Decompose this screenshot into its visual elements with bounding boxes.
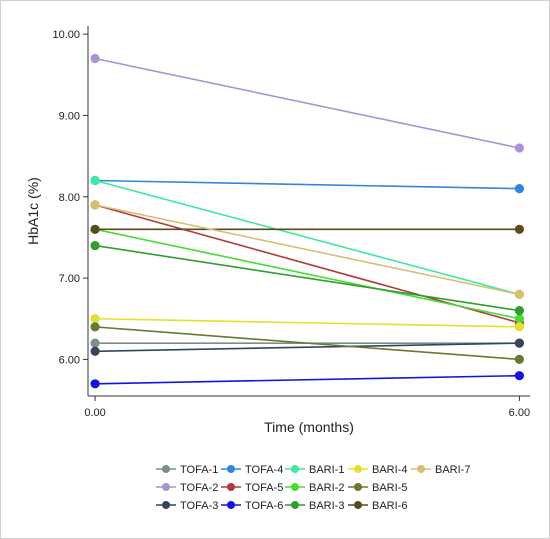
data-point-bari-5 (514, 354, 524, 365)
x-tick-label: 0.00 (84, 407, 105, 419)
legend-item-bari-2: BARI-2 (285, 482, 344, 494)
series-tofa-2 (90, 53, 524, 153)
series-bari-1 (90, 175, 524, 299)
data-point-tofa-3 (514, 338, 524, 348)
legend-label-bari-4: BARI-4 (372, 464, 407, 476)
legend-item-tofa-1: TOFA-1 (156, 464, 218, 476)
series-line-tofa-4 (95, 179, 520, 190)
legend-item-bari-7: BARI-7 (411, 464, 470, 476)
series-tofa-3 (90, 338, 524, 356)
legend-item-bari-3: BARI-3 (285, 500, 344, 512)
legend-label-bari-2: BARI-2 (309, 482, 344, 494)
y-tick-label: 7.00 (59, 273, 80, 285)
series-tofa-4 (90, 175, 524, 194)
data-point-bari-6 (90, 224, 100, 234)
series-bari-5 (90, 322, 524, 365)
y-tick-label: 6.00 (59, 354, 80, 366)
legend-item-tofa-2: TOFA-2 (156, 482, 218, 494)
legend-label-tofa-4: TOFA-4 (245, 464, 283, 476)
legend-label-bari-1: BARI-1 (309, 464, 344, 476)
y-tick-label: 8.00 (59, 192, 80, 204)
legend-label-bari-3: BARI-3 (309, 500, 344, 512)
legend-item-tofa-4: TOFA-4 (221, 464, 283, 476)
y-axis-title: HbA1c (%) (25, 177, 41, 245)
series-line-bari-2 (94, 228, 520, 320)
data-point-tofa-6 (514, 371, 524, 381)
data-point-bari-2 (514, 314, 524, 324)
legend-label-tofa-6: TOFA-6 (245, 500, 283, 512)
legend-marker-bari-2 (291, 483, 299, 491)
data-point-bari-5 (90, 322, 100, 332)
data-point-bari-4 (90, 314, 100, 324)
data-point-tofa-1 (90, 338, 100, 348)
legend-item-bari-1: BARI-1 (285, 464, 344, 476)
series-line-tofa-2 (94, 57, 520, 149)
legend-marker-tofa-5 (227, 483, 235, 491)
series-line-tofa-6 (95, 374, 520, 385)
series-bari-7 (90, 200, 524, 299)
series-line-bari-1 (94, 179, 520, 296)
data-point-bari-7 (514, 289, 524, 299)
data-point-tofa-2 (90, 53, 100, 64)
legend-marker-bari-6 (354, 501, 362, 509)
legend-label-tofa-1: TOFA-1 (180, 464, 218, 476)
y-tick-label: 10.00 (52, 29, 80, 41)
data-point-tofa-3 (90, 346, 100, 356)
series-line-bari-7 (94, 204, 520, 296)
legend-marker-tofa-3 (162, 501, 170, 509)
legend-label-tofa-5: TOFA-5 (245, 482, 283, 494)
x-ticks: 0.00 6.00 (84, 396, 530, 419)
legend-label-tofa-2: TOFA-2 (180, 482, 218, 494)
legend-marker-bari-5 (354, 483, 362, 491)
series-bari-2 (90, 224, 524, 324)
series-tofa-6 (90, 371, 524, 389)
legend: TOFA-1 TOFA-2 TOFA-3 TOFA-4 TOFA-5 TOFA-6 BARI… (156, 464, 470, 512)
data-point-bari-3 (514, 306, 524, 316)
legend-item-tofa-3: TOFA-3 (156, 500, 218, 512)
series-bari-3 (90, 240, 524, 316)
legend-marker-tofa-1 (162, 465, 170, 473)
legend-label-bari-5: BARI-5 (372, 482, 407, 494)
data-point-tofa-2 (514, 143, 524, 153)
data-point-bari-6 (514, 224, 524, 234)
legend-marker-tofa-6 (227, 501, 235, 509)
axes (87, 26, 530, 397)
legend-item-tofa-5: TOFA-5 (221, 482, 283, 494)
legend-marker-tofa-4 (227, 465, 235, 473)
legend-label-bari-6: BARI-6 (372, 500, 407, 512)
legend-item-tofa-6: TOFA-6 (221, 500, 283, 512)
series-line-tofa-3 (95, 342, 520, 353)
series-line-bari-4 (95, 317, 520, 328)
series-line-bari-3 (94, 244, 520, 312)
legend-item-bari-5: BARI-5 (348, 482, 407, 494)
data-point-bari-3 (90, 240, 100, 251)
x-axis-title: Time (months) (264, 419, 354, 435)
legend-label-bari-7: BARI-7 (435, 464, 470, 476)
series-tofa-5 (90, 200, 524, 328)
data-point-bari-4 (514, 322, 524, 332)
data-point-bari-7 (90, 200, 100, 210)
series-bari-6 (90, 224, 524, 234)
series-line-bari-5 (95, 326, 520, 361)
x-tick-label: 6.00 (509, 407, 530, 419)
data-point-tofa-6 (90, 379, 100, 389)
legend-label-tofa-3: TOFA-3 (180, 500, 218, 512)
legend-marker-bari-7 (417, 465, 425, 473)
legend-item-bari-6: BARI-6 (348, 500, 407, 512)
data-point-bari-1 (90, 175, 100, 186)
series-bari-4 (90, 314, 524, 332)
y-ticks: 6.00 7.00 8.00 9.00 10.00 (52, 29, 88, 366)
legend-marker-bari-4 (354, 465, 362, 473)
legend-marker-tofa-2 (162, 483, 170, 491)
data-point-tofa-4 (514, 184, 524, 194)
series-layer (90, 53, 524, 389)
legend-item-bari-4: BARI-4 (348, 464, 407, 476)
legend-marker-bari-3 (291, 501, 299, 509)
y-tick-label: 9.00 (59, 110, 80, 122)
legend-marker-bari-1 (291, 465, 299, 473)
